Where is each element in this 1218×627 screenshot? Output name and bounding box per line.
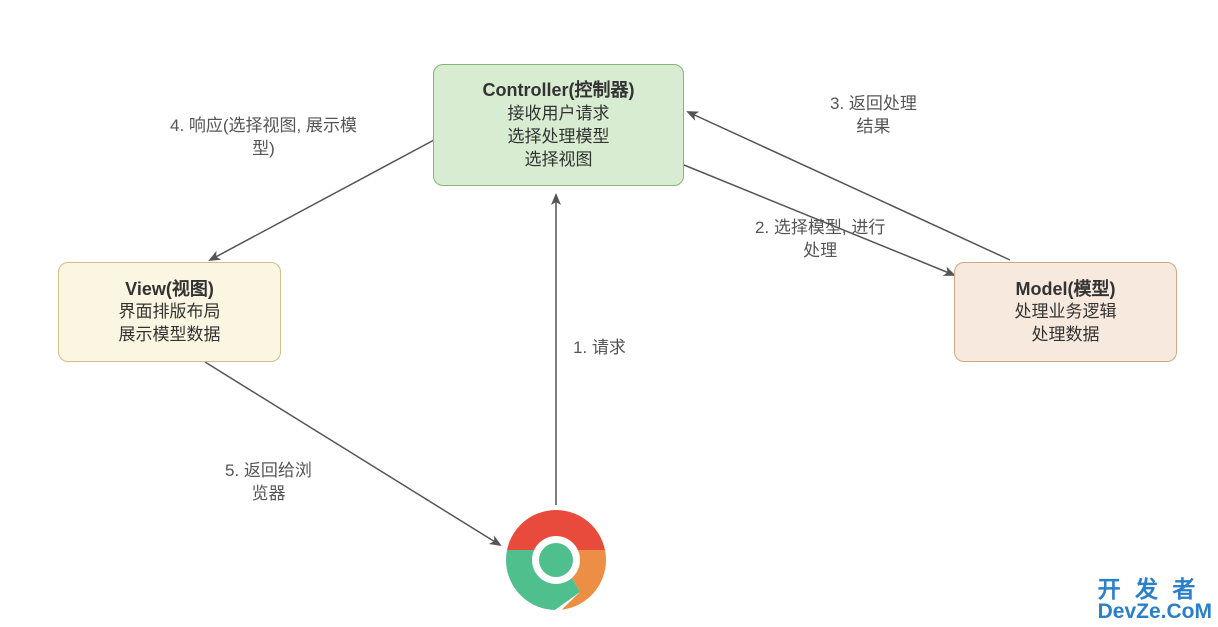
controller-line1: 接收用户请求 [508, 103, 610, 126]
watermark: 开 发 者 DevZe.CoM [1098, 577, 1212, 623]
model-box: Model(模型) 处理业务逻辑 处理数据 [954, 262, 1177, 362]
controller-box: Controller(控制器) 接收用户请求 选择处理模型 选择视图 [433, 64, 684, 186]
edge-label-3: 3. 返回处理 结果 [830, 93, 917, 139]
model-title: Model(模型) [1016, 277, 1116, 301]
view-line1: 界面排版布局 [119, 301, 221, 324]
watermark-line2: DevZe.CoM [1098, 601, 1212, 623]
edge-label-4: 4. 响应(选择视图, 展示模 型) [170, 115, 357, 161]
view-line2: 展示模型数据 [119, 324, 221, 347]
view-box: View(视图) 界面排版布局 展示模型数据 [58, 262, 281, 362]
edge-e5 [205, 362, 500, 545]
model-line1: 处理业务逻辑 [1015, 301, 1117, 324]
edge-label-1: 1. 请求 [573, 337, 626, 360]
edge-label-2: 2. 选择模型, 进行 处理 [755, 217, 885, 263]
model-line2: 处理数据 [1032, 324, 1100, 347]
chrome-icon [506, 510, 606, 610]
controller-title: Controller(控制器) [483, 78, 635, 102]
controller-line2: 选择处理模型 [508, 126, 610, 149]
controller-line3: 选择视图 [525, 149, 593, 172]
edge-label-5: 5. 返回给浏 览器 [225, 460, 312, 506]
view-title: View(视图) [125, 277, 214, 301]
watermark-line1: 开 发 者 [1098, 577, 1212, 601]
